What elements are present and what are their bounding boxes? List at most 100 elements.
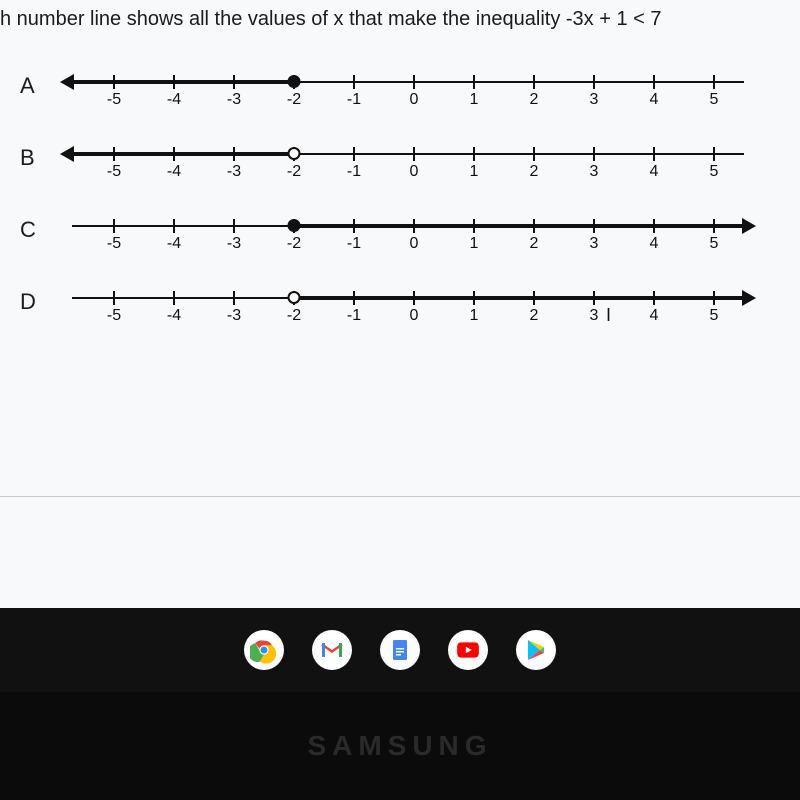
tick-label: -4	[167, 163, 181, 181]
tick-mark	[473, 147, 475, 161]
tick-label: 5	[710, 235, 719, 253]
tick-label: 0	[410, 235, 419, 253]
question-text: h number line shows all the values of x …	[0, 8, 800, 31]
tick-label: 4	[650, 91, 659, 109]
tick-label: 1	[470, 235, 479, 253]
tick-label: 4	[650, 163, 659, 181]
tick-label: -3	[227, 163, 241, 181]
answer-option-a[interactable]: A -5 -4 -3 -2 -1 0 1 2 3 4 5	[20, 71, 800, 115]
tick-mark	[533, 147, 535, 161]
open-endpoint	[288, 147, 301, 160]
option-label: A	[20, 71, 54, 99]
tick-label: 0	[410, 307, 419, 325]
tick-mark	[353, 147, 355, 161]
horizontal-divider	[0, 496, 800, 497]
tick-mark	[233, 291, 235, 305]
tick-label: 3	[590, 307, 599, 325]
tick-label: 2	[530, 307, 539, 325]
tick-label: 5	[710, 307, 719, 325]
tick-label: 2	[530, 91, 539, 109]
open-endpoint	[288, 291, 301, 304]
number-lines: A-5-4-3-2-1012345B-5-4-3-2-1012345C-5-4-…	[0, 71, 800, 331]
tick-label: -1	[347, 163, 361, 181]
tick-mark	[653, 147, 655, 161]
text-cursor: I	[606, 305, 611, 326]
tick-mark	[593, 147, 595, 161]
tick-label: 3	[590, 91, 599, 109]
tick-label: -3	[227, 235, 241, 253]
closed-endpoint	[288, 219, 301, 232]
arrow-left-icon	[60, 74, 74, 90]
tick-label: 1	[470, 163, 479, 181]
tick-label: -2	[287, 163, 301, 181]
tick-label: 5	[710, 91, 719, 109]
device-brand: SAMSUNG	[307, 730, 492, 762]
number-line: -5 -4 -3 -2 -1 0 1 2 3 4 5	[54, 143, 754, 187]
solution-ray	[72, 80, 294, 84]
docs-icon[interactable]	[380, 630, 420, 670]
tick-mark	[413, 147, 415, 161]
tick-label: 1	[470, 91, 479, 109]
tick-label: -1	[347, 307, 361, 325]
answer-option-b[interactable]: B-5-4-3-2-1012345	[20, 143, 800, 187]
arrow-right-icon	[742, 290, 756, 306]
arrow-left-icon	[60, 146, 74, 162]
tick-label: -2	[287, 307, 301, 325]
device-bezel: SAMSUNG	[0, 692, 800, 800]
tick-mark	[113, 219, 115, 233]
tick-mark	[233, 219, 235, 233]
arrow-right-icon	[742, 218, 756, 234]
tick-label: 4	[650, 307, 659, 325]
tick-mark	[413, 75, 415, 89]
tick-mark	[113, 291, 115, 305]
gmail-icon[interactable]	[312, 630, 352, 670]
tick-label: 2	[530, 163, 539, 181]
tick-label: 4	[650, 235, 659, 253]
answer-option-c[interactable]: C -5 -4 -3 -2 -1 0 1 2 3 4 5	[20, 215, 800, 259]
tick-label: 1	[470, 307, 479, 325]
number-line: -5 -4 -3 -2 -1 0 1 2 3 4 5	[54, 215, 754, 259]
youtube-icon[interactable]	[448, 630, 488, 670]
chrome-icon[interactable]	[244, 630, 284, 670]
tick-mark	[653, 75, 655, 89]
tick-label: 2	[530, 235, 539, 253]
tick-label: 0	[410, 91, 419, 109]
tick-label: -2	[287, 91, 301, 109]
tick-label: -4	[167, 307, 181, 325]
answer-option-d[interactable]: D -5 -4 -3 -2 -1 0 1 2 3 4 5 I	[20, 287, 800, 331]
tick-mark	[173, 291, 175, 305]
tick-mark	[713, 147, 715, 161]
tick-label: -1	[347, 91, 361, 109]
tick-label: 3	[590, 235, 599, 253]
tick-mark	[353, 75, 355, 89]
tick-mark	[473, 75, 475, 89]
tick-label: 3	[590, 163, 599, 181]
tick-label: -4	[167, 91, 181, 109]
tick-label: -3	[227, 91, 241, 109]
tick-mark	[533, 75, 535, 89]
closed-endpoint	[288, 75, 301, 88]
number-line: -5 -4 -3 -2 -1 0 1 2 3 4 5	[54, 71, 754, 115]
tick-label: -5	[107, 91, 121, 109]
tick-label: 0	[410, 163, 419, 181]
solution-ray	[294, 296, 744, 300]
tick-mark	[713, 75, 715, 89]
tick-mark	[173, 219, 175, 233]
tick-label: -5	[107, 235, 121, 253]
solution-ray	[72, 152, 294, 156]
tick-label: -1	[347, 235, 361, 253]
option-label: C	[20, 215, 54, 243]
number-line: -5 -4 -3 -2 -1 0 1 2 3 4 5 I	[54, 287, 754, 331]
tick-label: -4	[167, 235, 181, 253]
tick-mark	[593, 75, 595, 89]
solution-ray	[294, 224, 744, 228]
option-label: D	[20, 287, 54, 315]
worksheet-area: h number line shows all the values of x …	[0, 0, 800, 608]
tick-label: -3	[227, 307, 241, 325]
tick-label: -5	[107, 307, 121, 325]
tick-label: 5	[710, 163, 719, 181]
play-store-icon[interactable]	[516, 630, 556, 670]
tick-label: -5	[107, 163, 121, 181]
chromeos-shelf[interactable]	[0, 608, 800, 692]
tick-label: -2	[287, 235, 301, 253]
